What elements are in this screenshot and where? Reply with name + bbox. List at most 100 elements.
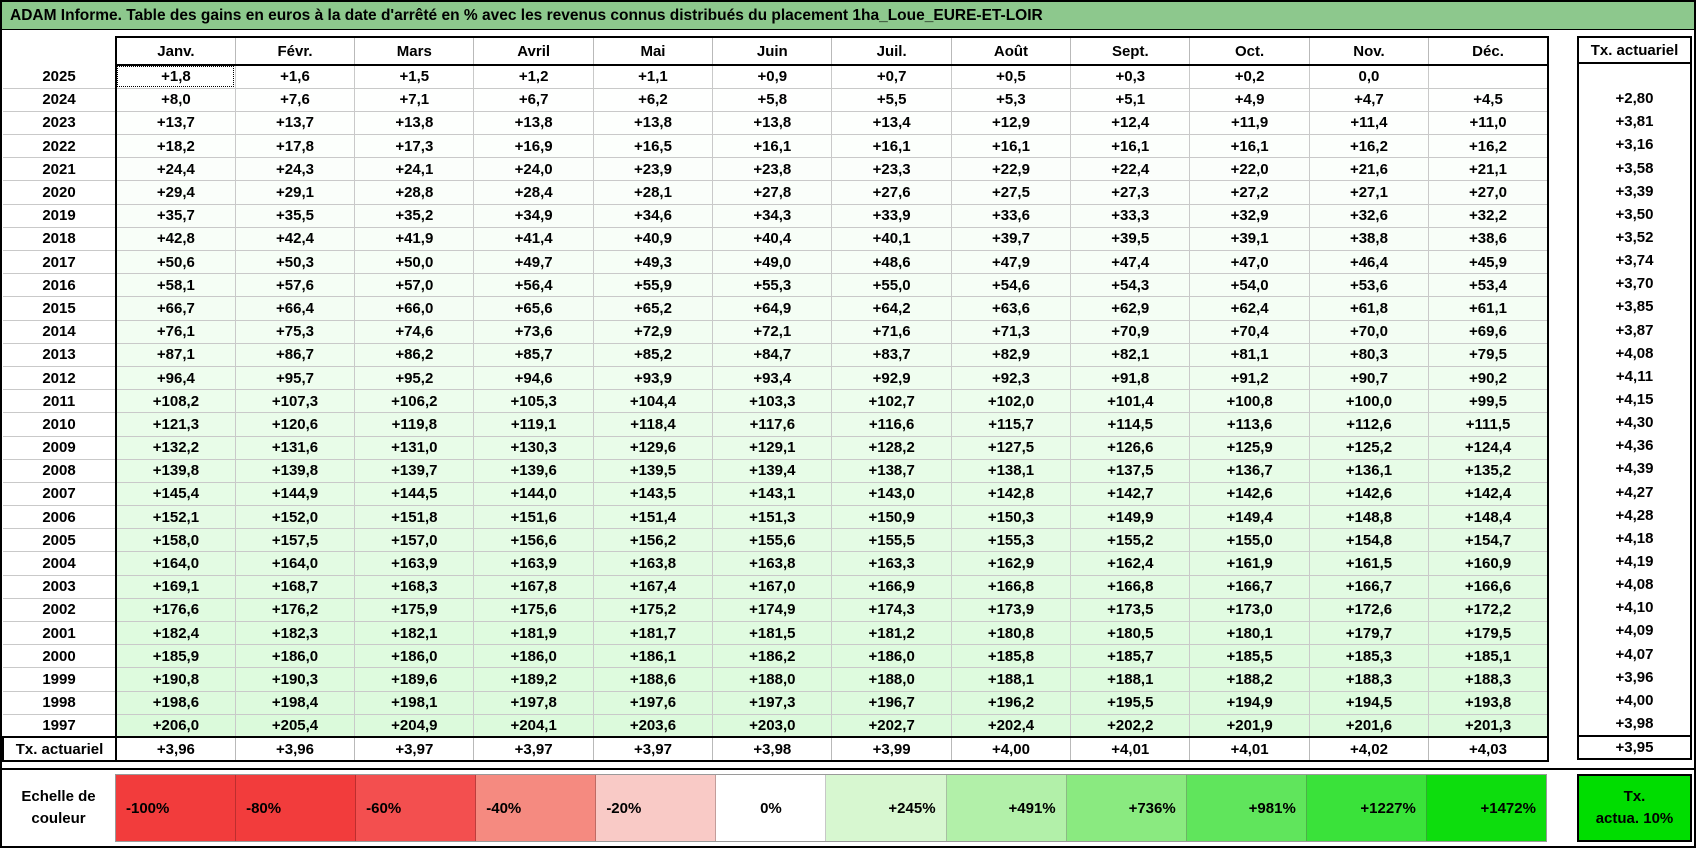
gain-cell[interactable]: +188,3 [1308, 667, 1430, 692]
gain-cell[interactable]: +11,9 [1189, 110, 1310, 136]
gain-cell[interactable]: +185,3 [1308, 644, 1430, 669]
gain-cell[interactable]: +33,9 [831, 203, 952, 228]
gain-cell[interactable]: +181,2 [831, 620, 952, 646]
gain-cell[interactable]: +13,7 [114, 110, 236, 136]
gain-cell[interactable]: +166,8 [1070, 574, 1191, 599]
gain-cell[interactable]: +125,9 [1189, 435, 1310, 460]
tx-actuariel-value[interactable]: +3,58 [1615, 159, 1654, 177]
gain-cell[interactable]: +185,1 [1428, 644, 1549, 669]
gain-cell[interactable]: +13,8 [592, 110, 714, 136]
gain-cell[interactable]: +188,6 [592, 667, 714, 692]
gain-cell[interactable]: +4,5 [1428, 87, 1549, 112]
gain-cell[interactable]: +91,8 [1070, 365, 1191, 391]
gain-cell[interactable]: +167,8 [473, 574, 594, 599]
gain-cell[interactable]: +168,3 [354, 574, 475, 599]
gain-cell[interactable]: +63,6 [950, 296, 1072, 321]
gain-cell[interactable]: +34,3 [712, 203, 833, 228]
gain-cell[interactable]: +72,9 [592, 319, 714, 344]
gain-cell[interactable]: +135,2 [1428, 458, 1549, 483]
gain-cell[interactable]: +90,2 [1428, 365, 1549, 391]
gain-cell[interactable]: +80,3 [1308, 342, 1430, 367]
gain-cell[interactable]: +55,9 [592, 273, 714, 298]
gain-cell[interactable]: +99,5 [1428, 389, 1549, 414]
gain-cell[interactable]: +162,9 [950, 551, 1072, 576]
gain-cell[interactable]: +197,3 [712, 690, 833, 715]
gain-cell[interactable]: +188,2 [1189, 667, 1310, 692]
tx-actuariel-cell[interactable]: +4,02 [1308, 736, 1430, 762]
gain-cell[interactable]: +62,9 [1070, 296, 1191, 321]
year-label[interactable]: 2005 [3, 528, 117, 553]
year-label[interactable]: 2020 [3, 180, 117, 205]
gain-cell[interactable]: +49,3 [592, 249, 714, 275]
gain-cell[interactable]: +5,8 [712, 87, 833, 112]
gain-cell[interactable]: +0,9 [712, 64, 833, 89]
month-header[interactable]: Sept. [1070, 36, 1191, 66]
gain-cell[interactable]: +174,9 [712, 597, 833, 623]
gain-cell[interactable]: +75,3 [234, 319, 356, 344]
gain-cell[interactable]: +167,4 [592, 574, 714, 599]
month-header[interactable]: Oct. [1189, 36, 1310, 66]
tx-actuariel-value[interactable]: +4,10 [1615, 599, 1654, 617]
tx-actuariel-value[interactable]: +3,96 [1615, 668, 1654, 686]
gain-cell[interactable]: +163,8 [592, 551, 714, 576]
gain-cell[interactable]: +54,0 [1189, 273, 1310, 298]
gain-cell[interactable]: +105,3 [473, 389, 594, 414]
gain-cell[interactable]: +13,8 [712, 110, 833, 136]
tx-actuariel-value[interactable]: +3,70 [1615, 275, 1654, 293]
gain-cell[interactable]: +6,2 [592, 87, 714, 112]
gain-cell[interactable]: +186,1 [592, 644, 714, 669]
gain-cell[interactable]: +186,0 [831, 644, 952, 669]
gain-cell[interactable]: +151,6 [473, 505, 594, 530]
gain-cell[interactable]: +166,6 [1428, 574, 1549, 599]
gain-cell[interactable]: +157,5 [234, 528, 356, 553]
gain-cell[interactable]: +143,1 [712, 481, 833, 507]
gain-cell[interactable]: +1,5 [354, 64, 475, 89]
gain-cell[interactable]: +155,2 [1070, 528, 1191, 553]
gain-cell[interactable]: +205,4 [234, 713, 356, 739]
gain-cell[interactable]: +53,4 [1428, 273, 1549, 298]
year-label[interactable]: 2011 [3, 389, 117, 414]
year-label[interactable]: 2010 [3, 412, 117, 437]
gain-cell[interactable]: +142,6 [1308, 481, 1430, 507]
gain-cell[interactable]: +16,5 [592, 134, 714, 159]
tx-actuariel-cell[interactable]: +3,99 [831, 736, 952, 762]
gain-cell[interactable]: +29,1 [234, 180, 356, 205]
gain-cell[interactable]: +48,6 [831, 249, 952, 275]
gain-cell[interactable]: +155,3 [950, 528, 1072, 553]
tx-actuariel-cell[interactable]: +3,98 [712, 736, 833, 762]
gain-cell[interactable]: +118,4 [592, 412, 714, 437]
gain-cell[interactable]: +186,0 [473, 644, 594, 669]
gain-cell[interactable]: +86,7 [234, 342, 356, 367]
gain-cell[interactable]: +83,7 [831, 342, 952, 367]
gain-cell[interactable]: +182,4 [114, 620, 236, 646]
tx-actuariel-value[interactable]: +4,15 [1615, 391, 1654, 409]
gain-cell[interactable]: +61,8 [1308, 296, 1430, 321]
gain-cell[interactable]: +197,6 [592, 690, 714, 715]
gain-cell[interactable]: +40,9 [592, 226, 714, 252]
gain-cell[interactable]: +93,9 [592, 365, 714, 391]
gain-cell[interactable]: +108,2 [114, 389, 236, 414]
gain-cell[interactable]: +57,0 [354, 273, 475, 298]
gain-cell[interactable]: +79,5 [1428, 342, 1549, 367]
gain-cell[interactable]: +129,6 [592, 435, 714, 460]
gain-cell[interactable]: +40,4 [712, 226, 833, 252]
gain-cell[interactable]: +176,6 [114, 597, 236, 623]
gain-cell[interactable]: +34,6 [592, 203, 714, 228]
gain-cell[interactable]: +181,9 [473, 620, 594, 646]
tx-actuariel-value[interactable]: +4,09 [1615, 622, 1654, 640]
gain-cell[interactable]: +54,6 [950, 273, 1072, 298]
gain-cell[interactable]: +198,4 [234, 690, 356, 715]
gain-cell[interactable]: +27,8 [712, 180, 833, 205]
gain-cell[interactable]: +7,6 [234, 87, 356, 112]
gain-cell[interactable]: +65,2 [592, 296, 714, 321]
gain-cell[interactable]: +139,4 [712, 458, 833, 483]
gain-cell[interactable]: +111,5 [1428, 412, 1549, 437]
gain-cell[interactable]: +61,1 [1428, 296, 1549, 321]
gain-cell[interactable]: +194,9 [1189, 690, 1310, 715]
tx-actuariel-value[interactable]: +3,81 [1615, 113, 1654, 131]
gain-cell[interactable]: +94,6 [473, 365, 594, 391]
gain-cell[interactable]: +139,7 [354, 458, 475, 483]
year-label[interactable]: 2014 [3, 320, 117, 344]
gain-cell[interactable]: +145,4 [114, 481, 236, 507]
gain-cell[interactable]: +158,0 [114, 528, 236, 553]
